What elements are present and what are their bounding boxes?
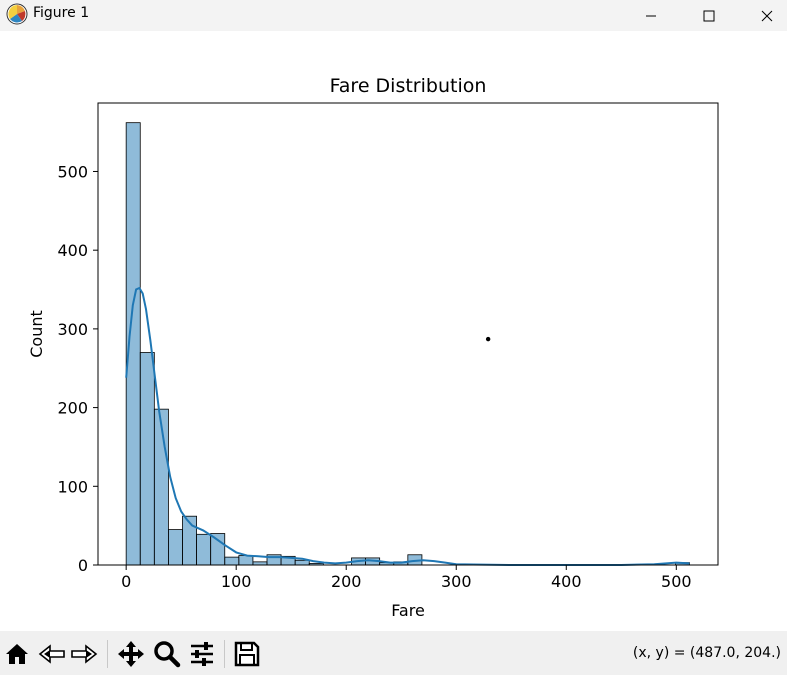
configure-icon (191, 642, 213, 666)
window-titlebar: Figure 1 (0, 0, 787, 31)
figure-canvas[interactable]: Fare Distribution 0 100 200 300 400 500 0 100 2… (0, 31, 787, 631)
cursor-marker (485, 336, 491, 342)
x-tick-label: 200 (331, 572, 362, 591)
histogram-bar (139, 352, 155, 566)
back-icon (38, 644, 65, 664)
y-tick-label: 500 (57, 162, 88, 181)
plot-frame (97, 102, 719, 566)
configure-button[interactable] (187, 639, 217, 669)
histogram-bars (125, 122, 690, 566)
y-tick-label: 0 (78, 556, 88, 575)
minimize-button[interactable] (628, 0, 674, 31)
x-tick-label: 300 (441, 572, 472, 591)
x-tick-label: 500 (661, 572, 692, 591)
x-tick-label: 0 (121, 572, 131, 591)
app-icon (6, 3, 28, 25)
pan-icon (118, 641, 144, 667)
chart-title: Fare Distribution (330, 75, 487, 97)
home-button[interactable] (2, 639, 32, 669)
back-button[interactable] (37, 639, 67, 669)
histogram-bar (238, 555, 254, 566)
y-axis-ticks: 0 100 200 300 400 500 (57, 162, 98, 575)
fare-histogram-chart: Fare Distribution 0 100 200 300 400 500 0 100 2… (27, 75, 719, 620)
toolbar-separator (224, 640, 225, 668)
toolbar-separator (107, 640, 108, 668)
save-icon (234, 641, 260, 667)
histogram-bar (153, 408, 169, 566)
zoom-icon (154, 641, 181, 668)
cursor-coordinates: (x, y) = (487.0, 204.) (632, 645, 781, 661)
pan-button[interactable] (116, 639, 146, 669)
x-axis-ticks: 0 100 200 300 400 500 (121, 565, 692, 591)
window-title: Figure 1 (33, 5, 90, 21)
forward-button[interactable] (69, 639, 99, 669)
maximize-button[interactable] (686, 0, 732, 31)
y-axis-label: Count (27, 310, 46, 358)
histogram-bar (224, 556, 240, 566)
navigation-toolbar: (x, y) = (487.0, 204.) (0, 631, 787, 675)
kde-line (125, 286, 690, 566)
x-tick-label: 100 (221, 572, 252, 591)
minimize-icon (646, 15, 656, 16)
histogram-bar (168, 529, 183, 566)
y-tick-label: 200 (57, 399, 88, 418)
y-tick-label: 100 (57, 477, 88, 496)
y-tick-label: 400 (57, 241, 88, 260)
x-tick-label: 400 (551, 572, 582, 591)
forward-icon (71, 644, 98, 664)
y-tick-label: 300 (57, 320, 88, 339)
histogram-bar (196, 533, 212, 566)
histogram-bar (294, 559, 310, 566)
close-button[interactable] (744, 0, 787, 31)
save-button[interactable] (232, 639, 262, 669)
histogram-bar (210, 533, 226, 566)
maximize-icon (703, 10, 715, 21)
x-axis-label: Fare (391, 601, 425, 620)
close-icon (761, 10, 773, 21)
home-icon (6, 644, 28, 664)
zoom-button[interactable] (152, 639, 182, 669)
